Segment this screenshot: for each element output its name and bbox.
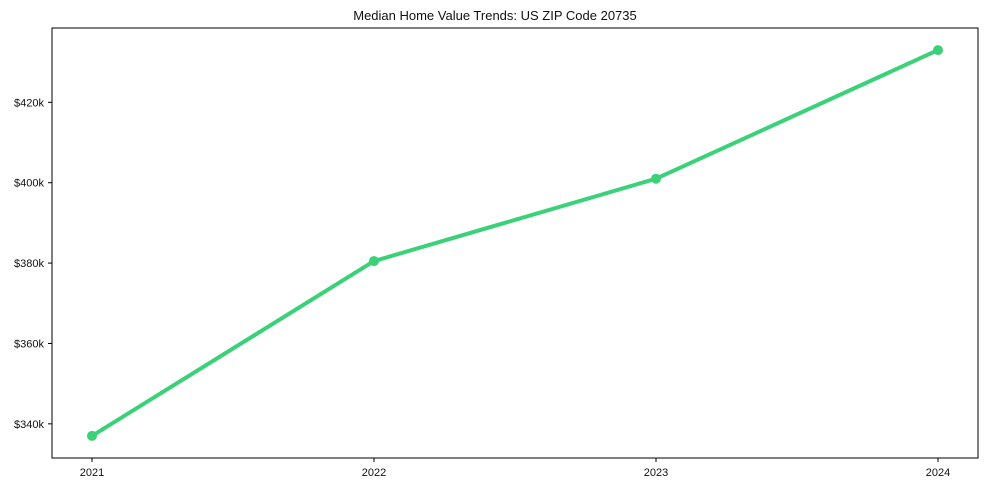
data-point-marker (87, 430, 97, 441)
data-point-marker (369, 256, 379, 267)
y-tick-label: $420k (14, 97, 44, 109)
axis-frame (51, 27, 979, 459)
y-tick-label: $380k (14, 258, 44, 270)
x-tick-label: 2022 (362, 467, 386, 479)
y-tick-label: $340k (14, 419, 44, 431)
line-series (90, 48, 940, 438)
chart-title: Median Home Value Trends: US ZIP Code 20… (353, 8, 637, 23)
x-tick-label: 2021 (80, 467, 104, 479)
x-tick-label: 2023 (644, 467, 668, 479)
data-point-marker (651, 173, 661, 184)
y-tick-label: $360k (14, 338, 44, 350)
data-point-marker (933, 45, 943, 56)
x-tick-label: 2024 (926, 467, 950, 479)
y-tick-label: $400k (14, 178, 44, 190)
